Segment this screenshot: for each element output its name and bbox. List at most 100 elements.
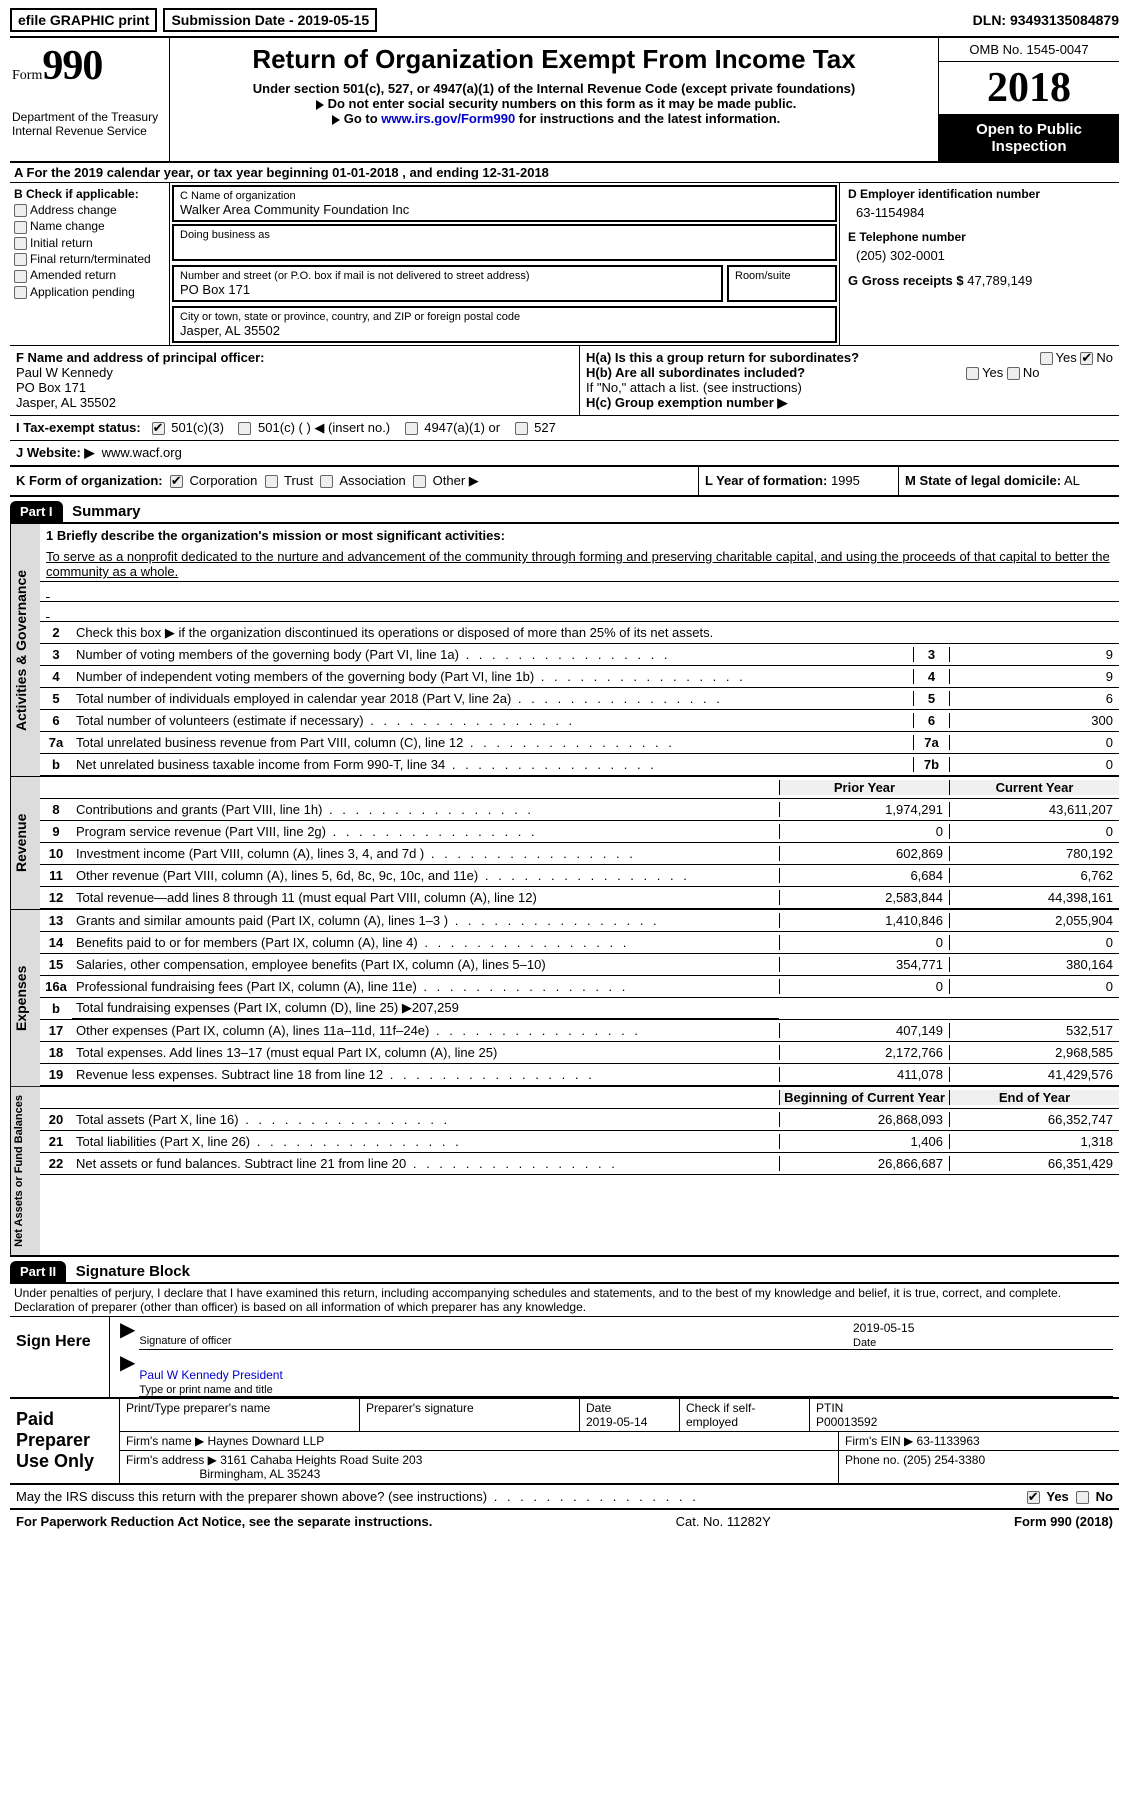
l9-py: 0 [779, 824, 949, 839]
website-value: www.wacf.org [102, 445, 182, 460]
checkbox-address-change[interactable] [14, 204, 27, 217]
paid-preparer-label: Paid Preparer Use Only [10, 1399, 120, 1483]
hb-yes-checkbox[interactable] [966, 367, 979, 380]
l16a-cy: 0 [949, 979, 1119, 994]
checkbox-other[interactable] [413, 475, 426, 488]
sig-officer-caption: Signature of officer [139, 1335, 853, 1347]
discuss-no-checkbox[interactable] [1076, 1491, 1089, 1504]
open-public: Open to Public Inspection [939, 115, 1119, 161]
city-caption: City or town, state or province, country… [180, 311, 829, 323]
line5-value: 6 [949, 691, 1119, 706]
line4-desc: Number of independent voting members of … [72, 667, 913, 686]
checkbox-527[interactable] [515, 422, 528, 435]
checkbox-501c[interactable] [238, 422, 251, 435]
ha-yes-checkbox[interactable] [1040, 352, 1053, 365]
f-label: F Name and address of principal officer: [16, 350, 265, 365]
phone-value: (205) 302-0001 [856, 248, 1111, 263]
checkbox-pending[interactable] [14, 286, 27, 299]
submission-date: Submission Date - 2019-05-15 [163, 8, 377, 32]
goto-note: Go to www.irs.gov/Form990 for instructio… [178, 111, 930, 126]
checkbox-association[interactable] [320, 475, 333, 488]
cat-number: Cat. No. 11282Y [676, 1514, 771, 1529]
l19-py: 411,078 [779, 1067, 949, 1082]
checkbox-501c3[interactable] [152, 422, 165, 435]
paperwork-notice: For Paperwork Reduction Act Notice, see … [16, 1514, 432, 1529]
room-caption: Room/suite [735, 270, 829, 282]
row-a-taxyear: A For the 2019 calendar year, or tax yea… [10, 161, 1119, 182]
checkbox-amended[interactable] [14, 270, 27, 283]
dln: DLN: 93493135084879 [973, 12, 1119, 28]
form990-link[interactable]: www.irs.gov/Form990 [381, 111, 515, 126]
ein-value: 63-1154984 [856, 205, 1111, 220]
mission-text: To serve as a nonprofit dedicated to the… [40, 547, 1119, 582]
ha-no-checkbox[interactable] [1080, 352, 1093, 365]
arrow-icon: ▶ [116, 1350, 139, 1397]
part1-bar: Part I [10, 501, 63, 522]
checkbox-name-change[interactable] [14, 221, 27, 234]
line4-value: 9 [949, 669, 1119, 684]
firm-phone: (205) 254-3380 [903, 1453, 985, 1467]
l19-cy: 41,429,576 [949, 1067, 1119, 1082]
g-gross-label: G Gross receipts $ [848, 273, 964, 288]
summary-governance: Activities & Governance 1 Briefly descri… [10, 522, 1119, 776]
firm-name: Haynes Downard LLP [208, 1434, 325, 1448]
summary-netassets: Net Assets or Fund Balances Beginning of… [10, 1086, 1119, 1257]
footer: For Paperwork Reduction Act Notice, see … [10, 1510, 1119, 1533]
checkbox-initial-return[interactable] [14, 237, 27, 250]
hb-label: H(b) Are all subordinates included? [586, 365, 805, 380]
form-page: Form 990 (2018) [1014, 1514, 1113, 1529]
l9-cy: 0 [949, 824, 1119, 839]
self-employed-check: Check if self-employed [680, 1399, 810, 1431]
mission-label: 1 Briefly describe the organization's mi… [46, 528, 505, 543]
tax-year: 2018 [939, 62, 1119, 115]
row-j: J Website: ▶ www.wacf.org [10, 440, 1119, 465]
signer-name[interactable]: Paul W Kennedy President [139, 1368, 282, 1382]
l11-py: 6,684 [779, 868, 949, 883]
checkbox-final-return[interactable] [14, 253, 27, 266]
state-domicile: AL [1064, 473, 1080, 488]
hb-note: If "No," attach a list. (see instruction… [586, 380, 1113, 395]
hdr-prior-year: Prior Year [779, 780, 949, 795]
triangle-icon [316, 100, 324, 110]
discuss-yes-checkbox[interactable] [1027, 1491, 1040, 1504]
l14-py: 0 [779, 935, 949, 950]
line7b-desc: Net unrelated business taxable income fr… [72, 755, 913, 774]
hc-label: H(c) Group exemption number ▶ [586, 395, 787, 410]
checkbox-corporation[interactable] [170, 475, 183, 488]
ssn-note: Do not enter social security numbers on … [178, 96, 930, 111]
checkbox-4947[interactable] [405, 422, 418, 435]
triangle-icon [332, 115, 340, 125]
l22-cy: 66,351,429 [949, 1156, 1119, 1171]
c-name-caption: C Name of organization [180, 190, 829, 202]
hb-no-checkbox[interactable] [1007, 367, 1020, 380]
side-governance: Activities & Governance [10, 524, 40, 776]
prep-name-caption: Print/Type preparer's name [120, 1399, 360, 1431]
l17-py: 407,149 [779, 1023, 949, 1038]
checkbox-trust[interactable] [265, 475, 278, 488]
l15-cy: 380,164 [949, 957, 1119, 972]
officer-addr1: PO Box 171 [16, 380, 86, 395]
line5-desc: Total number of individuals employed in … [72, 689, 913, 708]
side-expenses: Expenses [10, 910, 40, 1086]
line7b-value: 0 [949, 757, 1119, 772]
l10-cy: 780,192 [949, 846, 1119, 861]
l15-py: 354,771 [779, 957, 949, 972]
part2-title: Signature Block [76, 1263, 190, 1280]
section-b-c-d: B Check if applicable: Address change Na… [10, 182, 1119, 345]
line7a-desc: Total unrelated business revenue from Pa… [72, 733, 913, 752]
form-word: Form [12, 68, 42, 83]
prep-sig-caption: Preparer's signature [360, 1399, 580, 1431]
l22-py: 26,866,687 [779, 1156, 949, 1171]
part1-title: Summary [72, 503, 140, 520]
row-i: I Tax-exempt status: 501(c)(3) 501(c) ( … [10, 415, 1119, 440]
l20-cy: 66,352,747 [949, 1112, 1119, 1127]
prep-date: 2019-05-14 [586, 1415, 647, 1429]
line3-value: 9 [949, 647, 1119, 662]
arrow-icon: ▶ [116, 1317, 139, 1350]
row-k-l-m: K Form of organization: Corporation Trus… [10, 465, 1119, 497]
l18-py: 2,172,766 [779, 1045, 949, 1060]
side-netassets: Net Assets or Fund Balances [10, 1087, 40, 1255]
firm-addr1: 3161 Cahaba Heights Road Suite 203 [220, 1453, 422, 1467]
efile-label: efile GRAPHIC print [10, 8, 157, 32]
l12-cy: 44,398,161 [949, 890, 1119, 905]
